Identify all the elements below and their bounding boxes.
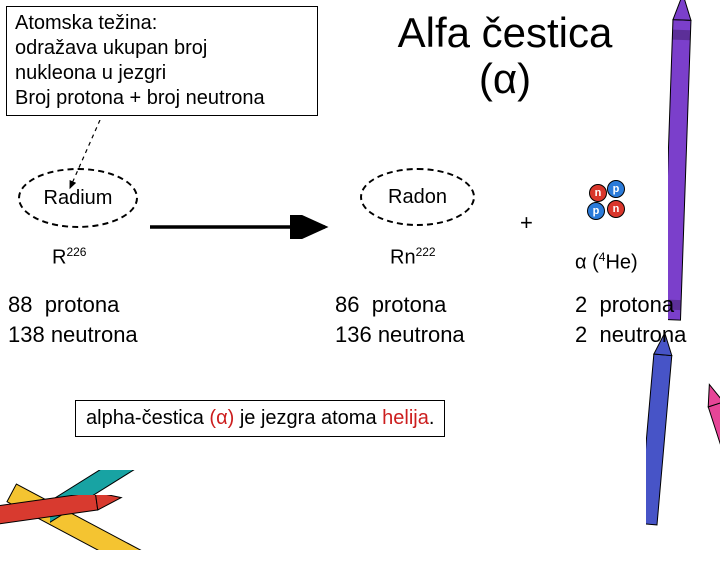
neutron-icon: n xyxy=(607,200,625,218)
crayon-red xyxy=(0,495,150,545)
footer-note: alpha-čestica (α) je jezgra atoma helija… xyxy=(75,400,445,437)
title-line-2: (α) xyxy=(340,56,670,102)
radium-counts: 88 protona 138 neutrona xyxy=(8,290,138,349)
radium-ellipse: Radium xyxy=(18,168,138,228)
neutron-icon: n xyxy=(589,184,607,202)
footer-helium-red: helija xyxy=(382,407,429,429)
alpha-he4-label: α (4He) xyxy=(575,250,638,275)
radon-symbol: Rn222 xyxy=(390,245,436,270)
footer-t3: je jezgra atoma xyxy=(234,407,382,429)
box-line-4: Broj protona + broj neutrona xyxy=(15,86,309,111)
radon-ellipse: Radon xyxy=(360,168,475,226)
footer-t5: . xyxy=(429,407,435,429)
box-line-2: odražava ukupan broj xyxy=(15,36,309,61)
proton-icon: p xyxy=(587,202,605,220)
atomic-weight-box: Atomska težina: odražava ukupan broj nuk… xyxy=(6,6,318,116)
radon-counts: 86 protona 136 neutrona xyxy=(335,290,465,349)
alpha-counts: 2 protona 2 neutrona xyxy=(575,290,686,349)
crayon-hotpink xyxy=(690,380,720,580)
alpha-particle-icon: n p p n xyxy=(585,180,635,230)
crayon-royal xyxy=(646,330,686,550)
footer-t1: alpha-čestica xyxy=(86,407,209,429)
title-line-1: Alfa čestica xyxy=(340,10,670,56)
radium-label: Radium xyxy=(44,187,113,210)
reaction-arrow xyxy=(150,215,340,239)
box-line-3: nukleona u jezgri xyxy=(15,61,309,86)
footer-alpha-red: (α) xyxy=(209,407,234,429)
radon-label: Radon xyxy=(388,186,447,209)
radium-symbol: R226 xyxy=(52,245,86,270)
proton-icon: p xyxy=(607,180,625,198)
plus-sign: + xyxy=(520,210,533,236)
box-line-1: Atomska težina: xyxy=(15,11,309,36)
page-title: Alfa čestica (α) xyxy=(340,10,670,102)
